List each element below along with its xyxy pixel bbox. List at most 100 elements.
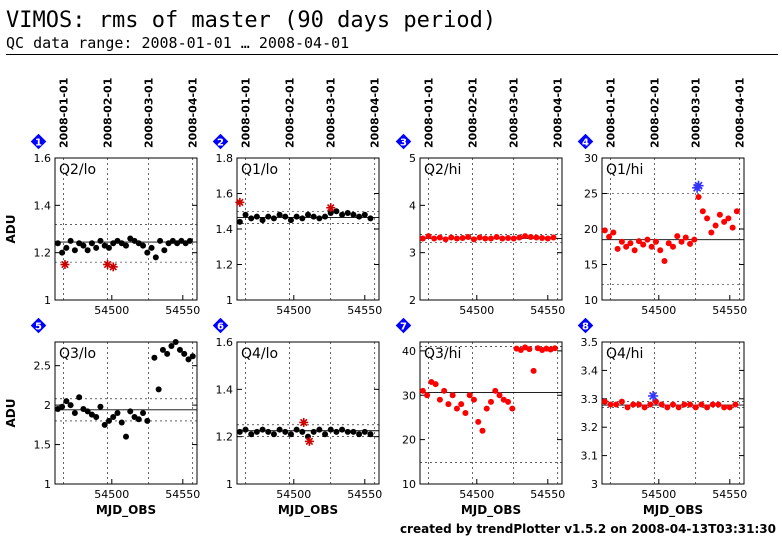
panel-3-data-point: [453, 235, 460, 242]
panel-4-data-point: [652, 238, 659, 245]
panel-4-outlier-point: [693, 180, 704, 191]
panel-2-date-label: 2008-04-01: [369, 78, 382, 148]
panel-8-data-point: [681, 401, 688, 408]
panel-6-data-point: [253, 428, 260, 435]
panel-2-frame: [236, 157, 380, 301]
panel-1-ylabel: ADU: [4, 215, 18, 244]
panel-2-data-point: [293, 213, 300, 220]
panel-6-data-point: [333, 428, 340, 435]
panel-4-data-point: [725, 215, 732, 222]
panel-4-data-point: [695, 194, 702, 201]
panel-8-data-point: [624, 404, 631, 411]
panel-4-data-point: [606, 233, 613, 240]
panel-8-xlabel: MJD_OBS: [643, 503, 703, 518]
panel-8-data-point: [721, 404, 728, 411]
panel-2-date-label: 2008-03-01: [325, 78, 338, 148]
panel-8-data-point: [618, 398, 625, 405]
panel-3-data-point: [448, 234, 455, 241]
panel-2-data-point: [344, 210, 351, 217]
panel-2-flagged-point-ray: [326, 203, 335, 212]
panel-2-ytick-label: 1.4: [216, 223, 234, 236]
panel-2-data-point: [242, 211, 249, 218]
panel-5-xtick-label: 54500: [94, 488, 129, 501]
panel-1-ytick-label: 1.4: [34, 199, 52, 212]
panel-4-date-label: 2008-02-01: [649, 78, 662, 148]
panel-3-data-point: [488, 235, 494, 242]
panel-6-flagged-point: [299, 417, 309, 427]
panel-4-data-point: [614, 245, 621, 252]
panel-2-data-point: [316, 215, 323, 222]
panel-6-xtick-label: 54500: [276, 488, 311, 501]
panel-3-data-point: [533, 234, 540, 241]
panel-4-data-point: [661, 257, 668, 264]
panel-1-data-point: [105, 244, 112, 251]
panel-8-data-point: [704, 404, 711, 411]
panel-6-xtick-label: 54550: [347, 488, 382, 501]
panel-2-xtick-label: 54500: [276, 304, 311, 317]
panel-6-data-point: [299, 428, 306, 435]
panel-6-data-point: [293, 426, 300, 433]
panel-5-ytick-label: 2: [44, 399, 51, 412]
panel-3-data-point: [470, 236, 477, 243]
panel-2-data-point: [287, 217, 294, 224]
panel-4-data-point: [670, 243, 676, 250]
panel-5-data-point: [189, 353, 196, 360]
panel-4-data-point: [682, 234, 689, 241]
panel-8-data-point: [635, 401, 642, 408]
panel-2-data-point: [282, 213, 289, 220]
panel-1-badge: [30, 133, 47, 150]
panel-8-data-point: [687, 401, 694, 408]
panel-8-xtick-label: 54550: [712, 488, 747, 501]
panel-1-data-point: [157, 237, 164, 244]
panel-8-data-point: [652, 398, 659, 405]
panel-4-data-point: [623, 243, 630, 250]
panel-5-data-point: [67, 402, 74, 409]
panel-2-data-point: [350, 211, 357, 218]
panel-1-data-point: [97, 237, 104, 244]
panel-6-data-point: [339, 426, 346, 433]
panel-7-data-point: [462, 410, 469, 416]
panel-2-badge: [212, 133, 229, 150]
panel-2-ytick-label: 1.6: [216, 188, 234, 201]
panel-2-data-point: [339, 211, 346, 218]
panel-7-data-point: [488, 398, 494, 405]
panel-5-ytick-label: 1: [44, 478, 51, 491]
panel-3-data-point: [431, 235, 438, 242]
panel-4-data-point: [640, 241, 647, 248]
panel-8-data-point: [698, 401, 705, 408]
panel-7-badge-number: 7: [400, 322, 407, 333]
panel-1-data-point: [63, 244, 70, 251]
panel-4-date-label: 2008-01-01: [605, 78, 618, 148]
panel-3-data-point: [516, 234, 523, 241]
panel-3-ytick-label: 3: [409, 247, 416, 260]
footer-credit: created by trendPlotter v1.5.2 on 2008-0…: [399, 522, 776, 536]
panel-2-data-point: [248, 215, 255, 222]
page-title: VIMOS: rms of master (90 days period): [6, 8, 497, 33]
panel-3-data-point: [522, 233, 529, 240]
panel-5-data-point: [118, 419, 125, 426]
panel-2-ytick-label: 1.2: [216, 259, 234, 272]
panel-3-data-point: [550, 234, 557, 241]
panel-3-ytick-label: 4: [409, 199, 416, 212]
panel-5-data-point: [76, 394, 83, 401]
panel-2-ytick-label: 1.8: [216, 152, 234, 165]
panel-4-ytick-label: 20: [584, 223, 598, 236]
panel-2-data-point: [310, 213, 317, 220]
panel-5-data-point: [140, 410, 147, 416]
panel-7-ytick-label: 10: [402, 478, 416, 491]
panel-5-data-point: [93, 413, 100, 420]
panel-4-data-point: [733, 208, 740, 215]
panel-6-data-point: [367, 431, 374, 438]
panel-4-data-point: [691, 236, 698, 243]
panel-1-data-point: [152, 254, 159, 261]
panel-5-data-point: [114, 410, 121, 416]
panel-3-xtick-label: 54500: [459, 304, 494, 317]
panel-8-label: Q4/hi: [606, 346, 643, 362]
panel-1-flagged-point-ray: [61, 260, 69, 269]
panel-2-flagged-point-ray: [236, 198, 244, 207]
panel-1-data-point: [148, 244, 155, 251]
panel-4-date-label: 2008-04-01: [734, 78, 747, 148]
panel-4-data-point: [704, 215, 711, 222]
panel-3-data-point: [465, 234, 472, 241]
panel-8-data-point: [732, 401, 739, 408]
